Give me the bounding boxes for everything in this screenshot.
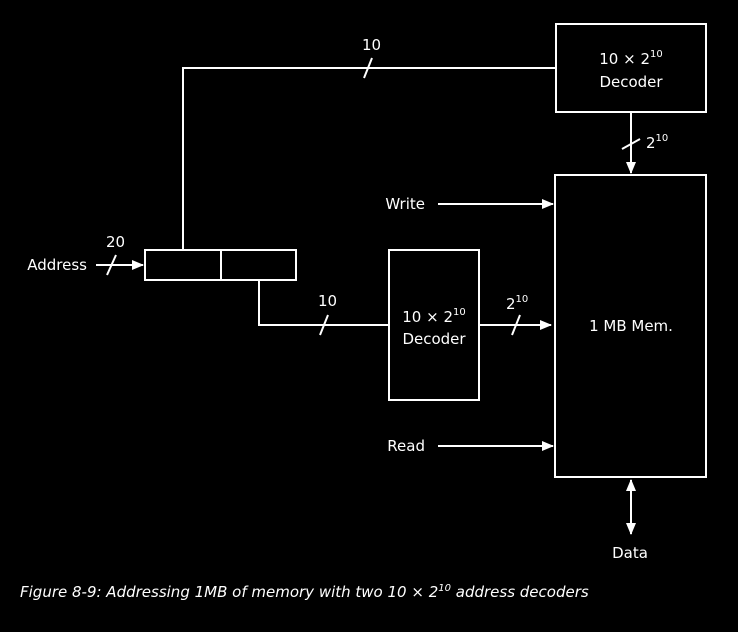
upper-address-bus	[182, 67, 556, 250]
lower-address-bus	[258, 280, 389, 326]
lower-bus-slash	[319, 314, 329, 336]
middle-decoder-title: 10 × 210	[402, 307, 465, 326]
top-decoder-output-width: 210	[646, 133, 668, 152]
top-decoder	[555, 23, 707, 113]
figure-caption-suffix: address decoders	[450, 583, 589, 601]
top-decoder-title: 10 × 210	[599, 49, 662, 68]
figure-caption-exponent: 10	[438, 583, 451, 594]
middle-decoder-output-slash	[511, 314, 521, 336]
lower-bus-width-label: 10	[318, 292, 337, 310]
top-decoder-label: Decoder	[599, 73, 663, 91]
address-label: Address	[27, 256, 87, 274]
address-register-high-half	[144, 249, 222, 281]
data-label: Data	[612, 544, 648, 562]
memory-label: 1 MB Mem.	[589, 317, 673, 335]
upper-bus-slash	[363, 57, 373, 79]
address-register-low-half	[220, 249, 297, 281]
middle-decoder-exponent: 10	[453, 307, 466, 318]
top-decoder-exponent: 10	[650, 49, 663, 60]
figure-caption: Figure 8-9: Addressing 1MB of memory wit…	[20, 583, 589, 601]
upper-bus-width-label: 10	[362, 36, 381, 54]
figure-caption-text: Figure 8-9: Addressing 1MB of memory wit…	[20, 583, 439, 601]
middle-decoder-output-width: 210	[506, 294, 528, 313]
write-label: Write	[385, 195, 425, 213]
middle-decoder-label: Decoder	[402, 330, 466, 348]
read-label: Read	[387, 437, 425, 455]
top-decoder-output-slash	[621, 138, 641, 150]
memory-block	[554, 174, 707, 478]
address-width-label: 20	[106, 233, 125, 251]
address-input-slash	[106, 254, 117, 276]
